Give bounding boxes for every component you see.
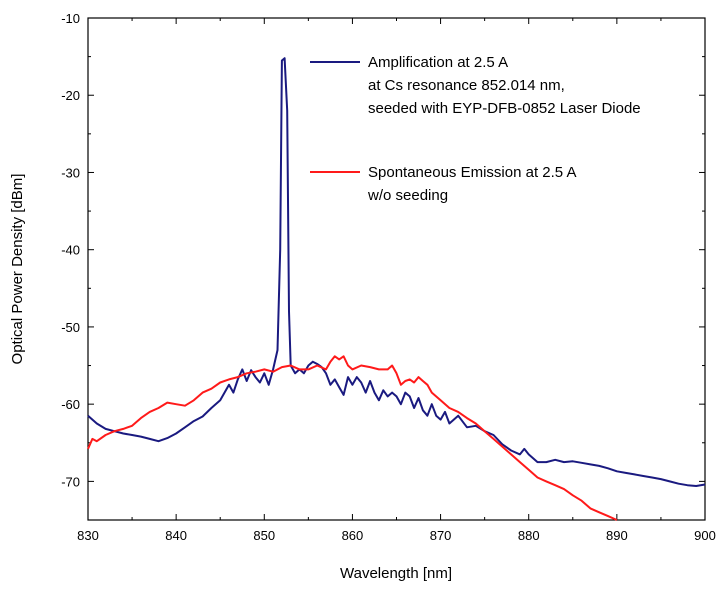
axis-tick-labels: 830 840 850 860 870 880 890 900 -10 -20 -30 -40 -50 -…	[61, 11, 716, 543]
y-tick-label: -30	[61, 165, 80, 180]
y-tick-label: -50	[61, 320, 80, 335]
x-tick-label: 860	[342, 528, 364, 543]
x-tick-label: 840	[165, 528, 187, 543]
y-tick-label: -10	[61, 11, 80, 26]
legend-label: at Cs resonance 852.014 nm,	[368, 77, 565, 94]
y-tick-label: -60	[61, 397, 80, 412]
x-axis-title: Wavelength [nm]	[340, 565, 452, 582]
x-tick-label: 890	[606, 528, 628, 543]
x-tick-label: 850	[253, 528, 275, 543]
x-tick-label: 900	[694, 528, 716, 543]
legend-label: w/o seeding	[367, 187, 448, 204]
legend-label: Amplification at 2.5 A	[368, 54, 508, 71]
y-tick-label: -20	[61, 88, 80, 103]
legend-label: seeded with EYP-DFB-0852 Laser Diode	[368, 100, 641, 117]
x-tick-label: 880	[518, 528, 540, 543]
x-tick-label: 870	[430, 528, 452, 543]
y-axis-title: Optical Power Density [dBm]	[9, 174, 26, 365]
series-lines	[87, 57, 706, 521]
series-line-1	[87, 57, 706, 487]
legend-label: Spontaneous Emission at 2.5 A	[368, 164, 576, 181]
x-tick-label: 830	[77, 528, 99, 543]
legend: Amplification at 2.5 A at Cs resonance 85…	[310, 54, 641, 204]
series-line-2	[87, 355, 618, 521]
y-tick-label: -70	[61, 474, 80, 489]
y-tick-label: -40	[61, 243, 80, 258]
